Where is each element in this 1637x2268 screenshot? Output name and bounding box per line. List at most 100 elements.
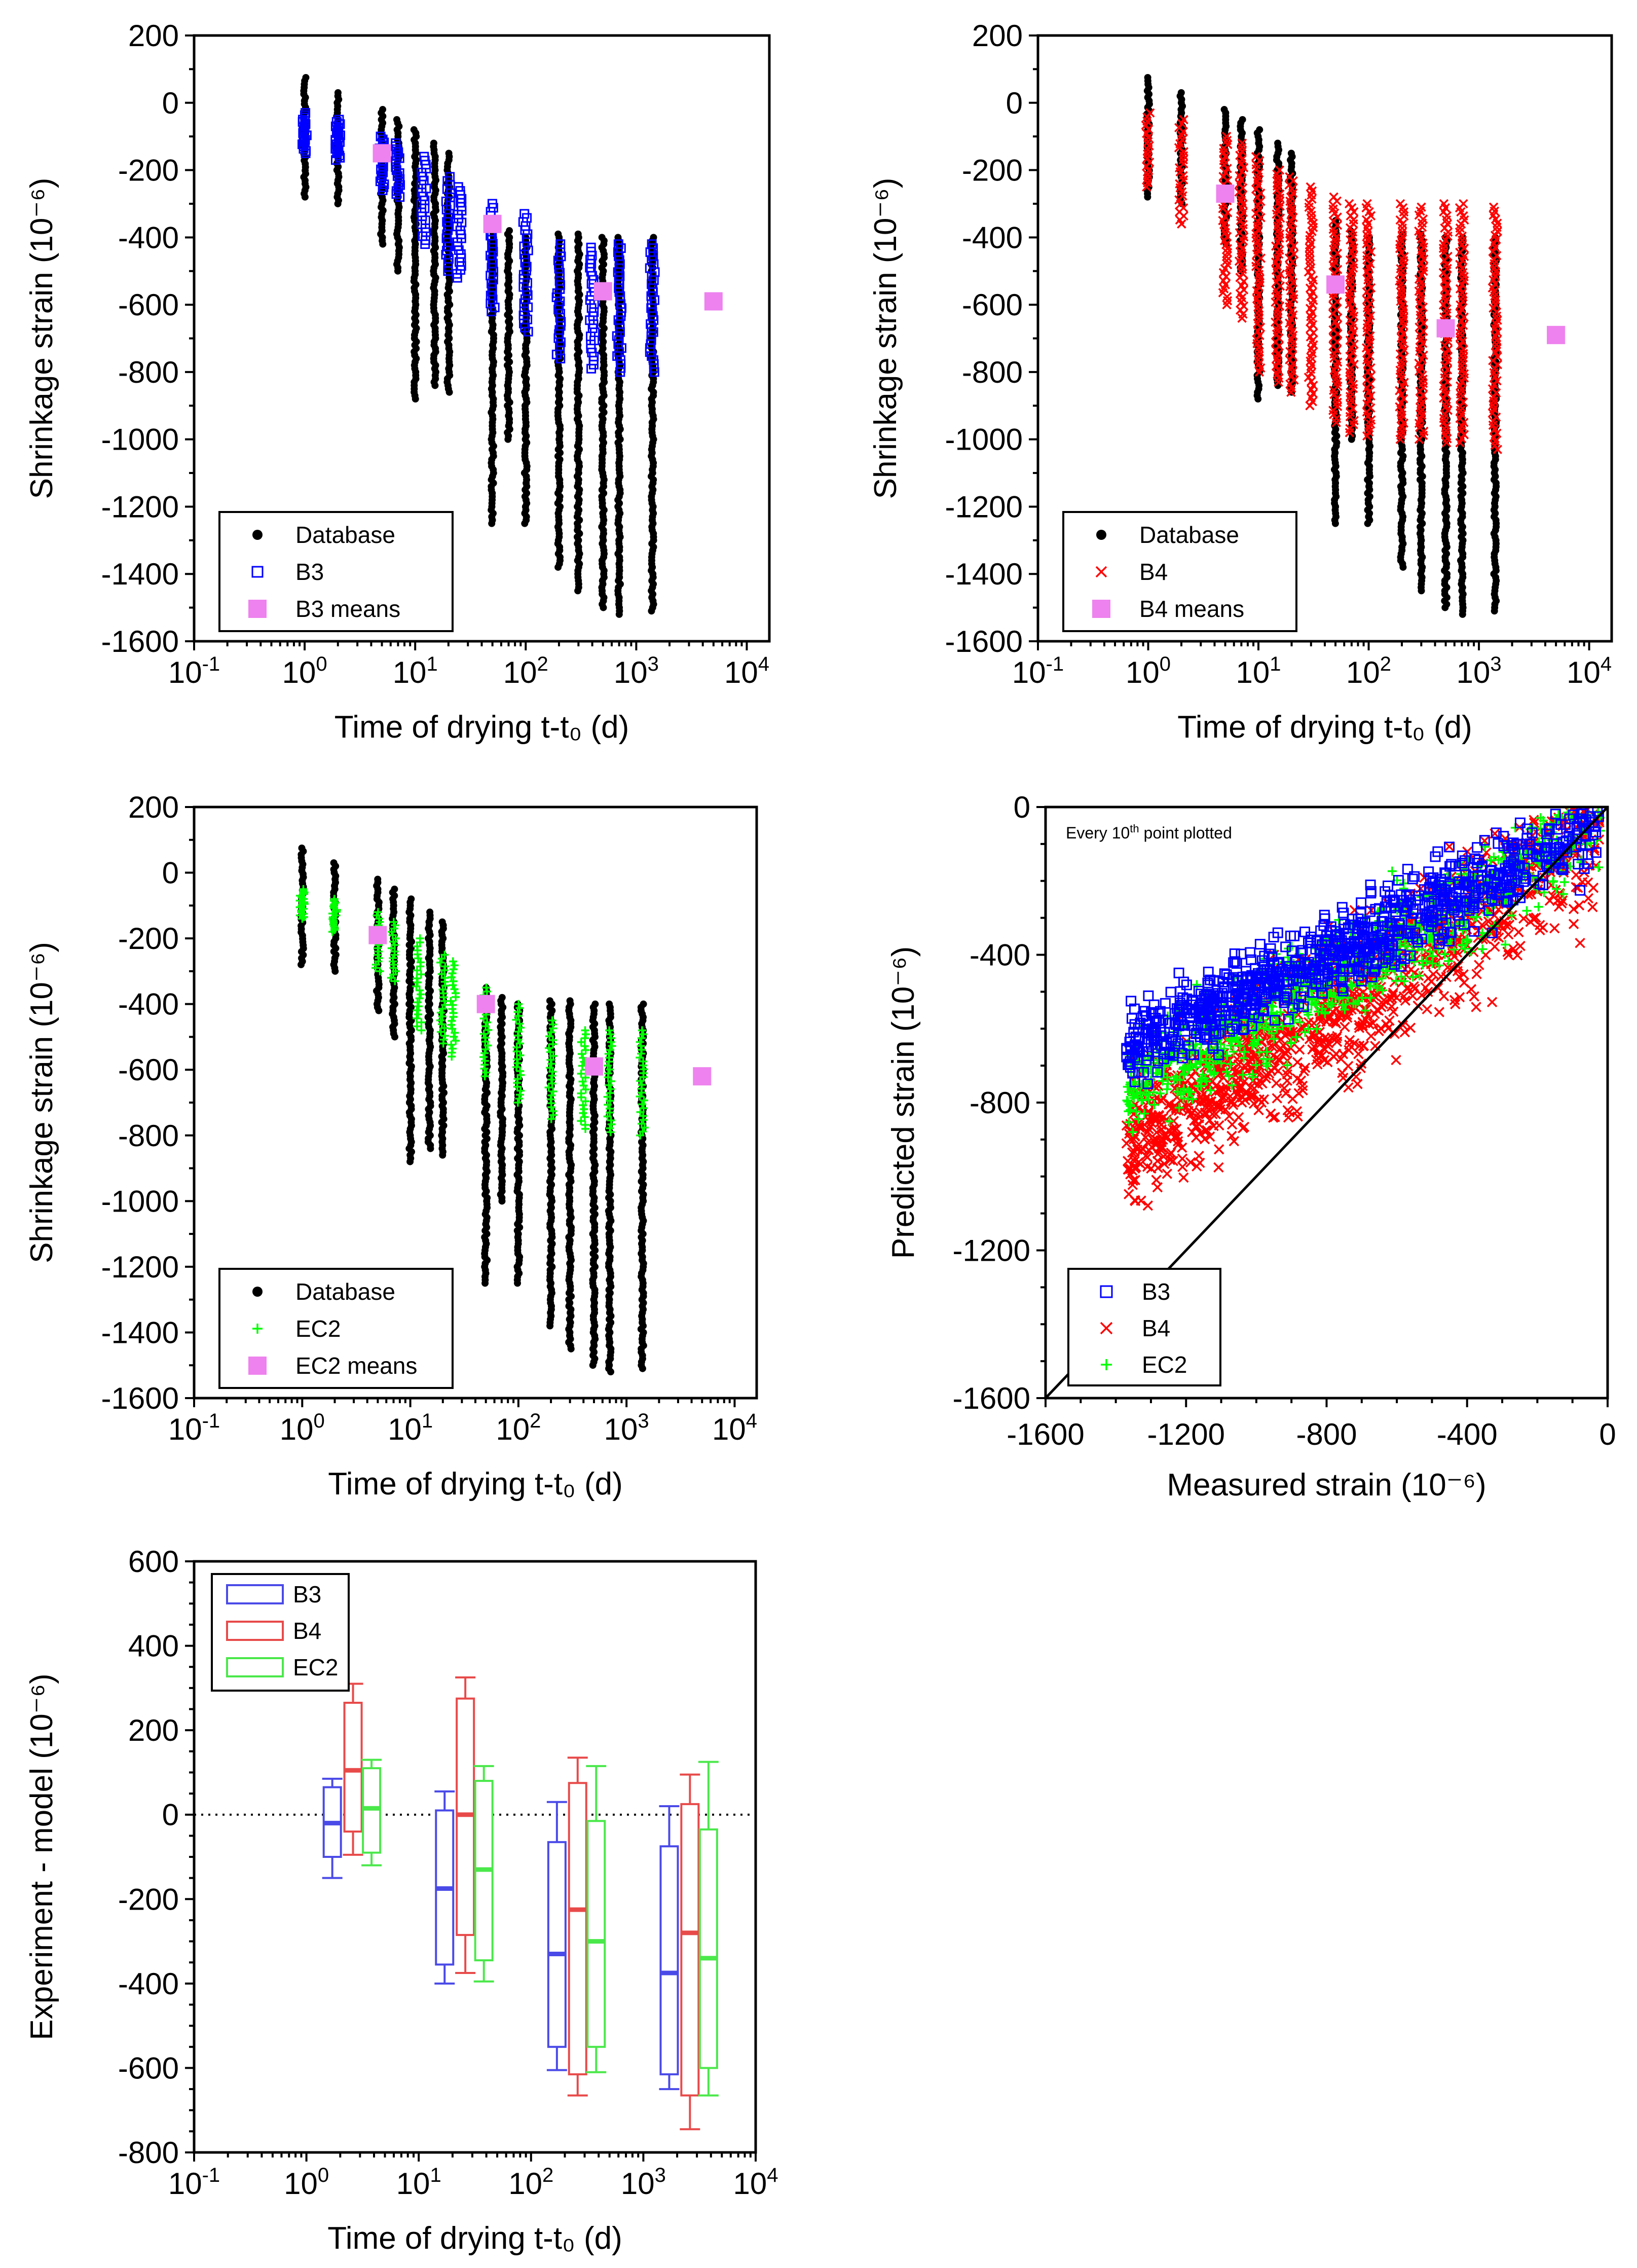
- database-point: [391, 885, 398, 893]
- model-point: [452, 989, 460, 998]
- database-point: [546, 997, 553, 1005]
- database-point: [393, 116, 400, 123]
- model-point: [448, 1016, 456, 1025]
- database-point: [426, 908, 434, 916]
- x-tick-label: 104: [1567, 653, 1612, 689]
- y-tick-label: -1200: [945, 490, 1023, 524]
- legend-marker: [1096, 530, 1106, 540]
- model-point: [378, 185, 388, 195]
- chart-ec2: 2000-200-400-600-800-1000-1200-1400-1600…: [24, 790, 758, 1502]
- model-point: [449, 1044, 457, 1053]
- model-point: [334, 115, 344, 125]
- y-tick-label: -1400: [101, 557, 179, 591]
- model-point: [416, 934, 424, 943]
- x-tick-label: 104: [724, 653, 769, 689]
- x-axis-label: Time of drying t-t₀ (d): [1177, 710, 1472, 745]
- model-point: [377, 170, 387, 180]
- x-tick-label: 100: [1126, 653, 1171, 689]
- model-point: [417, 970, 425, 979]
- legend-marker: [252, 530, 263, 540]
- y-tick-label: -1000: [101, 423, 179, 457]
- model-point: [555, 239, 566, 249]
- legend-marker: [251, 566, 264, 578]
- model-point: [393, 147, 403, 157]
- database-point: [430, 139, 437, 147]
- database-point: [606, 1000, 613, 1008]
- model-point: [391, 144, 401, 154]
- legend-label: B4: [1139, 559, 1168, 585]
- model-point: [1144, 124, 1154, 134]
- y-tick-label: -1400: [945, 557, 1023, 591]
- database-point: [334, 89, 342, 96]
- model-point: [376, 164, 386, 174]
- model-point: [301, 108, 311, 118]
- model-point: [331, 117, 342, 127]
- model-point: [448, 969, 457, 977]
- y-tick-label: -800: [118, 355, 179, 389]
- model-point: [378, 167, 388, 177]
- database-point: [598, 234, 606, 241]
- model-point: [1145, 108, 1155, 118]
- database-point: [554, 230, 562, 238]
- y-tick-label: -200: [118, 154, 179, 188]
- x-tick-label: 100: [282, 653, 327, 689]
- model-point: [393, 183, 403, 193]
- y-tick-label: 200: [128, 19, 179, 53]
- database-point: [1220, 106, 1228, 114]
- model-point: [414, 1010, 422, 1018]
- database-point: [591, 1000, 599, 1008]
- y-tick-label: 0: [1006, 86, 1023, 120]
- model-point: [1329, 192, 1338, 202]
- database-point: [379, 106, 387, 114]
- y-axis-label: Shrinkage strain (10⁻⁶): [868, 178, 903, 499]
- database-point: [1287, 150, 1295, 157]
- model-point: [586, 242, 596, 252]
- y-tick-label: -1000: [945, 423, 1023, 457]
- database-point: [438, 918, 446, 926]
- database-point: [330, 859, 338, 867]
- model-point: [647, 239, 657, 249]
- chart-b3: 2000-200-400-600-800-1000-1200-1400-1600…: [24, 19, 771, 745]
- model-point: [487, 199, 497, 209]
- database-point: [498, 994, 506, 1001]
- database-point: [566, 997, 574, 1005]
- mean-point: [1216, 185, 1235, 203]
- database-point: [574, 230, 582, 238]
- x-tick-label: 102: [1346, 653, 1391, 689]
- model-point: [395, 174, 405, 184]
- y-tick-label: -1600: [101, 625, 179, 659]
- model-point: [519, 209, 530, 219]
- model-point: [450, 985, 459, 994]
- database-point: [640, 1000, 647, 1008]
- database-point: [1274, 139, 1282, 147]
- x-tick-label: 10-1: [168, 653, 220, 689]
- database-point: [1177, 89, 1185, 96]
- mean-point: [483, 214, 502, 233]
- x-tick-label: 10-1: [1012, 653, 1064, 689]
- model-point: [1143, 137, 1153, 147]
- model-point: [392, 171, 402, 181]
- mean-point: [593, 282, 612, 301]
- model-point: [413, 974, 421, 982]
- model-point: [447, 1040, 456, 1049]
- x-tick-label: 101: [393, 653, 438, 689]
- legend-label: B3 means: [295, 596, 400, 622]
- legend-marker: [1092, 600, 1110, 618]
- y-tick-label: -600: [118, 288, 179, 322]
- database-point: [506, 227, 513, 235]
- x-tick-label: 101: [1236, 653, 1281, 689]
- database-point: [1144, 74, 1151, 81]
- mean-point: [1436, 319, 1455, 338]
- mean-point: [1547, 325, 1566, 344]
- y-tick-label: 200: [972, 19, 1023, 53]
- database-point: [445, 150, 453, 157]
- model-point: [1179, 115, 1188, 125]
- legend-label: Database: [295, 522, 395, 548]
- y-tick-label: -1200: [101, 490, 179, 524]
- model-point: [391, 150, 401, 160]
- database-point: [302, 74, 310, 81]
- database-point: [374, 875, 382, 883]
- legend-marker: [248, 600, 267, 618]
- x-tick-label: 103: [614, 653, 659, 689]
